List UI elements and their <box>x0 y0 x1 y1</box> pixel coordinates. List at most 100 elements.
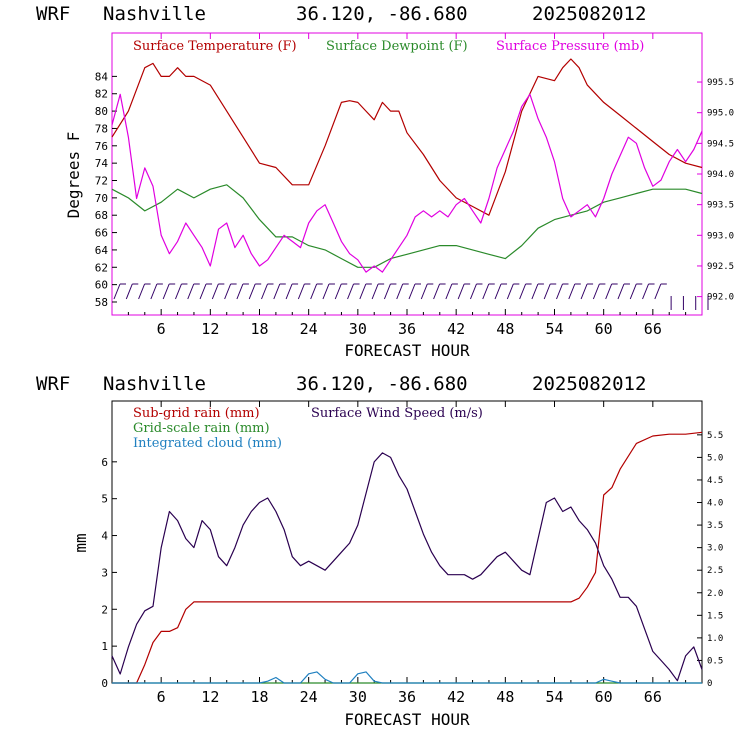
wind-barb <box>617 283 625 300</box>
y2-tick-label: 1.0 <box>707 634 723 644</box>
x-tick-label: 48 <box>496 320 514 338</box>
wind-barb <box>482 283 490 300</box>
wind-barb <box>211 283 219 300</box>
x-tick-label: 24 <box>300 320 318 338</box>
bottom-xlabel: FORECAST HOUR <box>344 710 470 729</box>
wind-barb <box>654 283 662 300</box>
y-tick-label: 58 <box>95 296 108 309</box>
wind-barb <box>125 283 133 300</box>
y-tick-label: 4 <box>101 530 108 543</box>
wind-barb <box>297 283 305 300</box>
y2-tick-label: 992.5 <box>707 262 734 272</box>
series-line-surface-dewpoint-f <box>111 184 703 268</box>
wind-barb <box>310 283 318 300</box>
legend-cloud: Integrated cloud (mm) <box>133 436 282 451</box>
bottom-header-run: 2025082012 <box>532 373 646 395</box>
wind-barb <box>642 283 650 300</box>
wind-barb <box>174 283 182 300</box>
wind-barb <box>445 283 453 300</box>
wind-barb <box>580 283 588 300</box>
wind-barb <box>543 283 551 300</box>
bottom-series-group <box>111 431 703 684</box>
top-series-group <box>111 58 703 273</box>
y2-tick-label: 4.0 <box>707 499 723 509</box>
wind-barb <box>334 283 342 300</box>
wind-barb <box>162 283 170 300</box>
y-tick-label: 66 <box>95 227 108 240</box>
x-tick-label: 60 <box>595 320 613 338</box>
y2-tick-label: 994.0 <box>707 170 734 180</box>
series-line-sub-grid-rain-mm <box>112 431 703 684</box>
y2-tick-label: 1.5 <box>707 611 723 621</box>
y-tick-label: 62 <box>95 261 108 274</box>
y-tick-label: 5 <box>101 493 108 506</box>
x-tick-label: 42 <box>447 320 465 338</box>
y2-tick-label: 3.0 <box>707 544 723 554</box>
x-tick-label: 48 <box>496 688 514 706</box>
y-tick-label: 78 <box>95 122 108 135</box>
y2-tick-label: 0.5 <box>707 656 723 666</box>
y2-tick-label: 5.5 <box>707 431 723 441</box>
y-tick-label: 70 <box>95 192 108 205</box>
x-tick-label: 60 <box>595 688 613 706</box>
x-tick-label: 54 <box>545 320 563 338</box>
top-header-model: WRF <box>36 3 70 25</box>
wind-barb <box>556 283 563 300</box>
wind-barb <box>261 283 268 300</box>
wind-barb <box>457 283 465 300</box>
wind-barb <box>248 283 256 300</box>
top-header-run: 2025082012 <box>532 3 646 25</box>
y-tick-label: 84 <box>95 70 109 83</box>
bottom-ylabel: mm <box>71 533 90 552</box>
top-plot-frame <box>111 32 703 316</box>
y2-tick-label: 0 <box>707 679 712 689</box>
series-line-integrated-cloud-mm <box>112 671 702 684</box>
wind-barb <box>531 283 539 300</box>
bottom-header-station: Nashville <box>103 373 206 395</box>
top-ylabel: Degrees F <box>64 132 83 219</box>
y-tick-label: 72 <box>95 175 108 188</box>
top-header-station: Nashville <box>103 3 206 25</box>
top-axis-ticks: 6 12 18 24 30 36 42 48 54 60 66 58 60 62 64 66 68 70 72 74 7… <box>95 33 734 338</box>
wind-barb <box>396 283 404 300</box>
wind-barb <box>420 283 428 300</box>
x-tick-label: 24 <box>300 688 318 706</box>
wind-barb <box>347 283 355 300</box>
x-tick-label: 36 <box>398 320 416 338</box>
wind-barb <box>273 283 281 300</box>
wind-barb <box>359 283 367 300</box>
wind-barb <box>322 283 330 300</box>
x-tick-label: 18 <box>250 320 268 338</box>
wind-barb <box>592 283 600 300</box>
x-tick-label: 6 <box>157 320 166 338</box>
top-header-coords: 36.120, -86.680 <box>296 3 468 25</box>
legend-temperature: Surface Temperature (F) <box>133 39 297 54</box>
y2-tick-label: 2.5 <box>707 566 723 576</box>
y2-tick-label: 4.5 <box>707 476 723 486</box>
wind-barb <box>506 283 514 300</box>
y2-tick-label: 2.0 <box>707 589 723 599</box>
wind-barb <box>236 283 244 300</box>
wind-barb <box>199 283 207 300</box>
x-tick-label: 12 <box>201 688 219 706</box>
x-tick-label: 54 <box>545 688 563 706</box>
x-tick-label: 6 <box>157 688 166 706</box>
y2-tick-label: 992.0 <box>707 293 734 303</box>
y-tick-label: 2 <box>101 603 108 616</box>
wind-barbs-row <box>113 283 709 310</box>
bottom-header-coords: 36.120, -86.680 <box>296 373 468 395</box>
legend-pressure: Surface Pressure (mb) <box>496 39 644 54</box>
x-tick-label: 18 <box>250 688 268 706</box>
legend-subgrid-rain: Sub-grid rain (mm) <box>133 406 260 421</box>
bottom-header-model: WRF <box>36 373 70 395</box>
wind-barb <box>285 283 293 300</box>
legend-dewpoint: Surface Dewpoint (F) <box>326 39 468 54</box>
wind-barb <box>568 283 576 300</box>
wind-barb <box>408 283 416 300</box>
legend-wind: Surface Wind Speed (m/s) <box>311 406 483 421</box>
wind-barb <box>605 283 613 300</box>
wind-barb <box>433 283 441 300</box>
wind-barb <box>371 283 379 300</box>
x-tick-label: 30 <box>349 320 367 338</box>
y-tick-label: 60 <box>95 279 108 292</box>
